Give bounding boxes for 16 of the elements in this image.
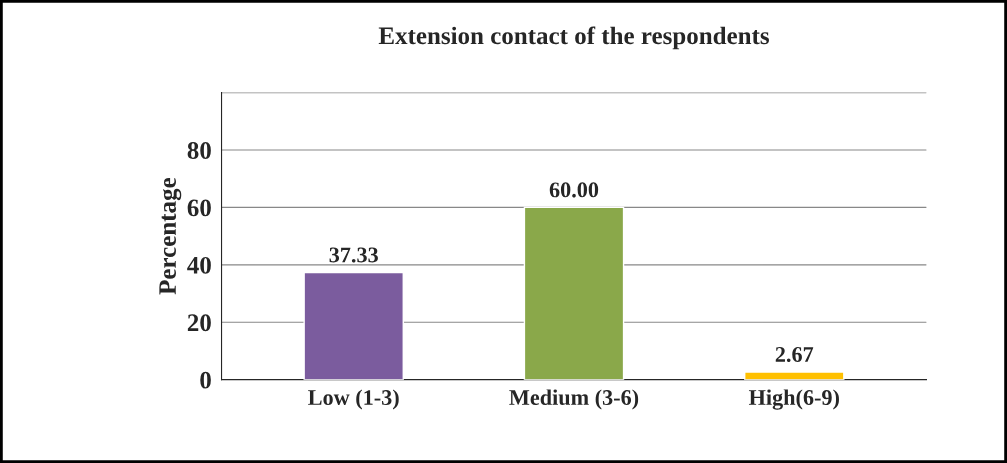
bar — [744, 371, 845, 380]
y-axis-title: Percentage — [159, 178, 182, 295]
y-tick-label: 60 — [187, 199, 211, 217]
y-tick-label: 80 — [187, 142, 211, 159]
bar — [303, 271, 404, 380]
y-tick-label: 40 — [187, 256, 211, 274]
x-tick-label: High(6-9) — [748, 389, 839, 410]
y-tick-label: 20 — [187, 314, 211, 332]
chart-title: Extension contact of the respondents — [378, 26, 769, 50]
data-label: 60.00 — [549, 182, 599, 198]
data-label: 2.67 — [775, 346, 814, 363]
x-tick-label: Medium (3-6) — [509, 389, 639, 410]
y-tick-label: 0 — [200, 371, 211, 389]
data-label: 37.33 — [329, 247, 378, 263]
x-tick-label: Low (1-3) — [308, 389, 399, 410]
bar — [523, 206, 625, 380]
